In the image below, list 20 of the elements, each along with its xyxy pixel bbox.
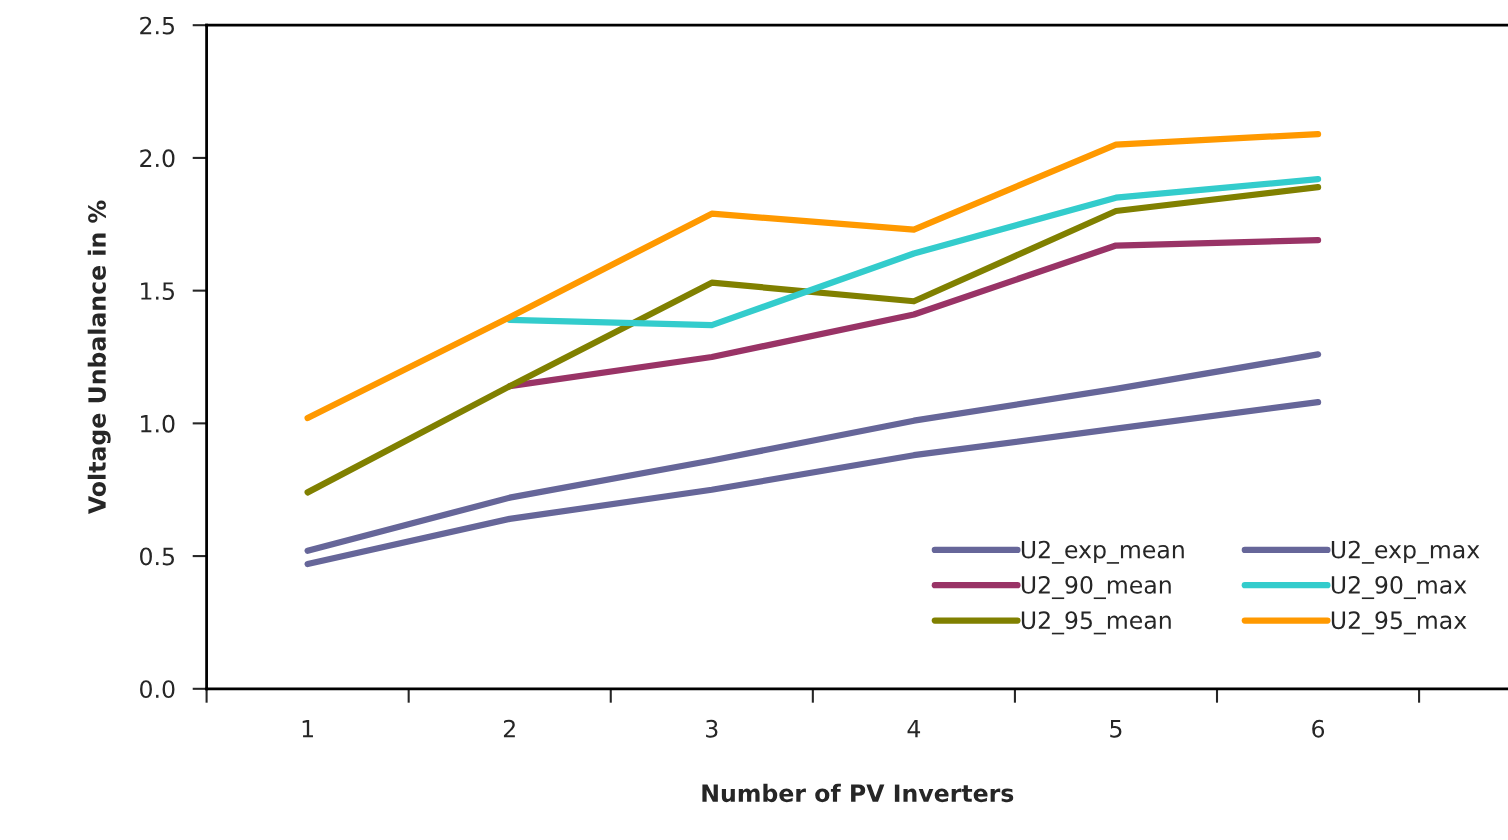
legend-label: U2_95_max xyxy=(1331,611,1467,635)
y-tick-label: 1.0 xyxy=(141,414,175,433)
x-tick-label: 6 xyxy=(1312,719,1325,738)
x-tick-label: 4 xyxy=(907,720,921,738)
x-axis-title: Number of PV Inverters xyxy=(702,783,1014,803)
y-tick-label: 1.5 xyxy=(141,282,174,300)
x-tick-label: 5 xyxy=(1110,720,1122,738)
legend-label: U2_90_max xyxy=(1331,575,1467,600)
legend-label: U2_exp_mean xyxy=(1021,540,1184,564)
y-tick-label: 0.0 xyxy=(140,680,175,699)
x-tick-label: 3 xyxy=(706,719,718,738)
legend-label: U2_95_mean xyxy=(1021,611,1171,635)
y-tick-label: 2.0 xyxy=(140,149,175,168)
x-tick-label: 2 xyxy=(503,719,515,738)
y-tick-label: 2.5 xyxy=(140,16,174,35)
y-axis-title: Voltage Unbalance in % xyxy=(87,200,111,515)
x-tick-label: 1 xyxy=(302,720,313,738)
legend-label: U2_exp_max xyxy=(1331,540,1480,564)
y-tick-label: 0.5 xyxy=(140,547,174,566)
legend-label: U2_90_mean xyxy=(1021,575,1171,600)
